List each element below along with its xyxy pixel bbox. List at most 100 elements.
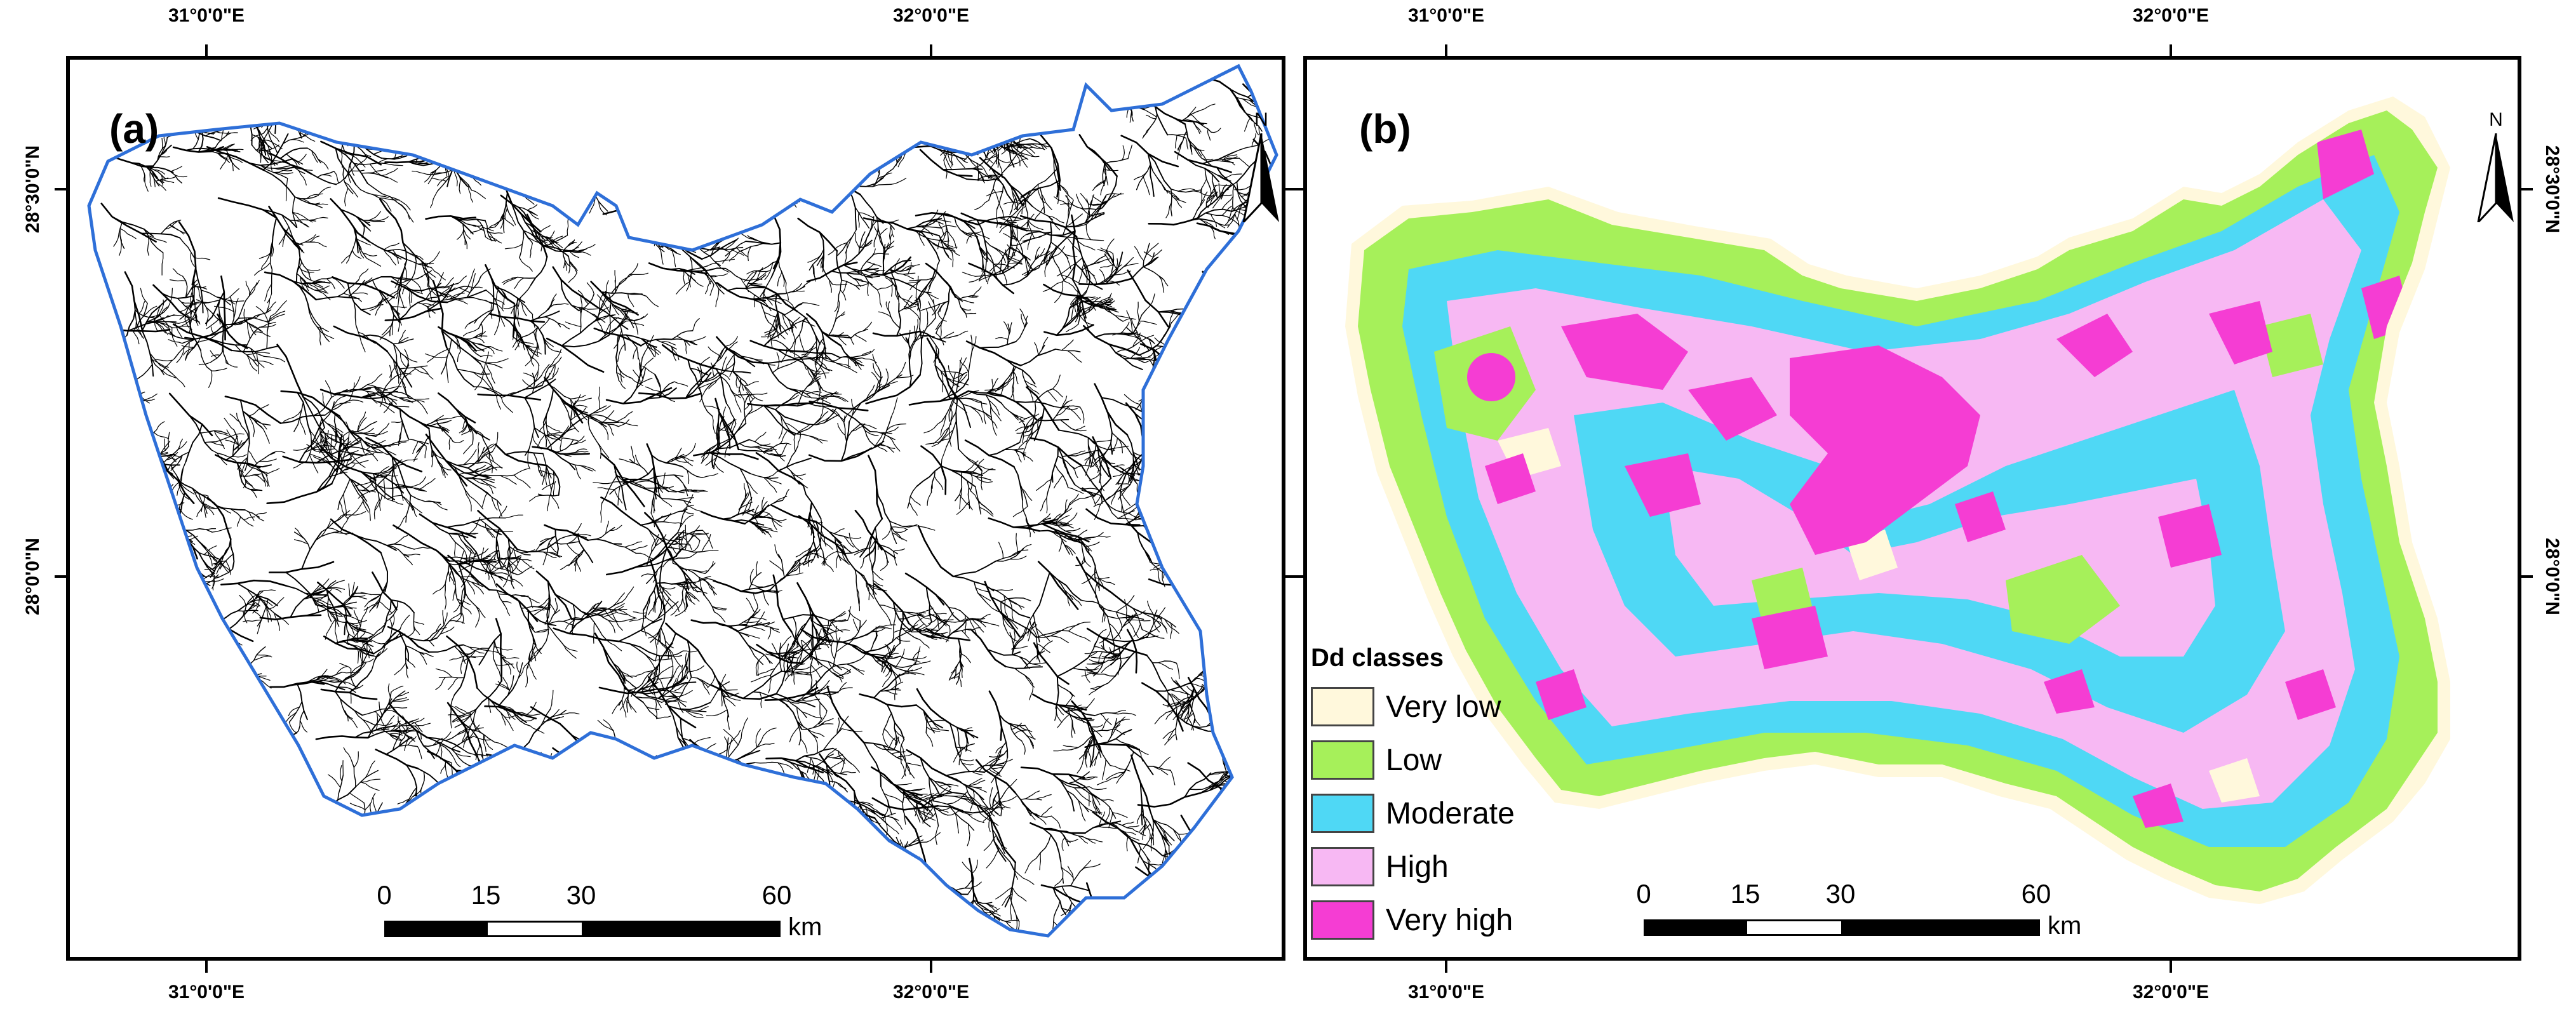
stream-segment (672, 130, 697, 139)
stream-segment (363, 601, 380, 611)
stream-segment (661, 141, 669, 164)
stream-segment (649, 957, 654, 961)
stream-segment (170, 455, 183, 471)
stream-segment (334, 618, 339, 644)
stream-segment (366, 641, 370, 658)
stream-segment (822, 819, 830, 839)
stream-segment (539, 88, 554, 94)
stream-segment (357, 411, 366, 432)
stream-segment (145, 393, 158, 400)
stream-segment (701, 132, 716, 135)
stream-segment (344, 181, 358, 197)
stream-segment (227, 154, 234, 171)
stream-segment (828, 176, 838, 179)
stream-segment (436, 151, 456, 161)
stream-segment (257, 957, 274, 961)
stream-segment (736, 177, 751, 210)
stream-segment (315, 676, 334, 681)
stream-segment (439, 843, 457, 859)
stream-segment (697, 165, 709, 175)
stream-segment (349, 792, 365, 804)
stream-segment (152, 284, 190, 319)
stream-segment (262, 857, 307, 883)
stream-segment (508, 804, 529, 810)
stream-segment (640, 112, 657, 150)
stream-segment (312, 869, 326, 876)
stream-segment (535, 773, 540, 790)
stream-segment (295, 868, 312, 871)
stream-segment (434, 131, 454, 133)
stream-segment (364, 594, 382, 608)
stream-segment (184, 886, 193, 924)
stream-segment (436, 138, 451, 152)
stream-segment (779, 116, 795, 149)
stream-segment (170, 662, 188, 667)
stream-segment (354, 860, 388, 865)
stream-segment (334, 691, 363, 716)
stream-segment (343, 709, 353, 719)
stream-segment (205, 806, 215, 812)
stream-segment (737, 162, 748, 187)
stream-segment (154, 834, 166, 865)
stream-segment (152, 608, 168, 610)
stream-segment (630, 163, 661, 174)
stream-segment (285, 178, 288, 201)
stream-segment (707, 785, 720, 796)
stream-segment (299, 170, 307, 186)
stream-segment (309, 453, 332, 466)
stream-segment (449, 138, 464, 141)
stream-segment (744, 764, 752, 785)
stream-segment (796, 69, 800, 86)
stream-segment (153, 855, 163, 874)
stream-segment (336, 665, 347, 675)
stream-segment (147, 67, 156, 80)
stream-segment (119, 881, 169, 898)
stream-segment (304, 234, 316, 243)
stream-segment (119, 228, 137, 239)
stream-segment (786, 66, 812, 76)
stream-segment (207, 688, 233, 742)
stream-segment (600, 754, 615, 777)
stream-segment (268, 597, 285, 610)
stream-segment (319, 389, 376, 399)
stream-segment (352, 250, 362, 259)
stream-segment (154, 889, 157, 905)
stream-segment (580, 149, 590, 170)
stream-segment (724, 861, 753, 872)
stream-segment (234, 752, 246, 760)
stream-segment (153, 169, 165, 175)
stream-segment (690, 147, 700, 163)
stream-segment (455, 865, 480, 876)
stream-segment (446, 416, 464, 419)
stream-segment (157, 907, 160, 920)
stream-segment (478, 139, 495, 144)
stream-segment (344, 615, 363, 623)
stream-segment (652, 139, 687, 146)
stream-segment (428, 845, 450, 853)
stream-segment (511, 95, 539, 128)
stream-segment (667, 154, 697, 187)
stream-segment (527, 156, 545, 161)
stream-segment (425, 844, 442, 860)
stream-segment (439, 135, 445, 149)
stream-segment (634, 128, 648, 138)
stream-segment (210, 565, 219, 578)
stream-segment (379, 197, 392, 212)
stream-segment (772, 162, 788, 182)
stream-segment (590, 802, 608, 824)
stream-segment (817, 866, 829, 881)
stream-segment (243, 599, 262, 607)
stream-segment (253, 474, 265, 483)
stream-segment (245, 509, 260, 518)
stream-segment (885, 81, 899, 110)
stream-segment (164, 871, 219, 903)
stream-segment (391, 826, 443, 857)
stream-segment (655, 116, 687, 150)
stream-segment (694, 757, 707, 768)
stream-segment (448, 570, 455, 585)
stream-segment (104, 690, 145, 721)
stream-segment (196, 730, 198, 748)
stream-segment (196, 286, 203, 303)
stream-segment (185, 688, 192, 705)
stream-segment (317, 158, 329, 170)
